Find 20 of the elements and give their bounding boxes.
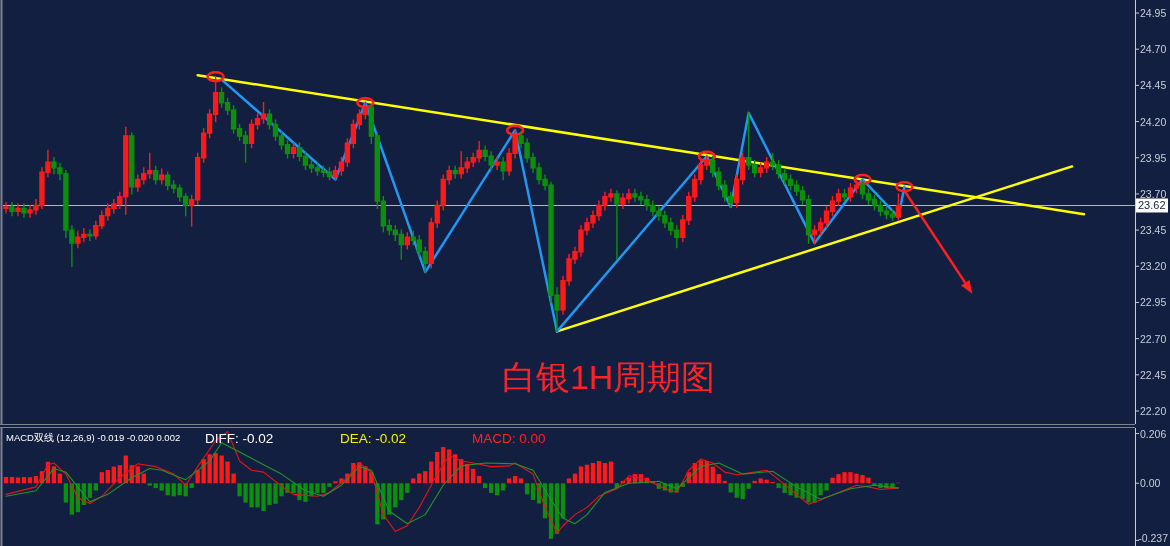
y-tick-label: 0.00 (1140, 477, 1161, 490)
annotation: DEA: -0.02 (340, 431, 407, 446)
y-tick-label: 22.20 (1140, 404, 1167, 417)
y-tick-label: 24.20 (1140, 115, 1167, 128)
y-tick-label: 22.95 (1140, 296, 1167, 309)
y-tick-label: 24.70 (1140, 43, 1167, 56)
y-tick-label: 22.70 (1140, 332, 1167, 345)
y-tick-label: 23.20 (1140, 260, 1167, 273)
y-tick-label: -0.237 (1138, 532, 1169, 544)
y-tick-label: 23.95 (1140, 151, 1167, 164)
y-tick-label: 24.95 (1140, 7, 1167, 20)
text: 白银1H周期图 (501, 358, 716, 397)
y-tick-label: 23.70 (1140, 187, 1167, 200)
ref-line-label: 23.62 (1138, 199, 1166, 212)
text: MACD双线 (12,26,9) -0.019 -0.020 0.002 (6, 432, 181, 443)
y-tick-label: 23.45 (1140, 224, 1167, 237)
y-tick-label: 24.45 (1140, 79, 1167, 92)
y-tick-label: 0.206 (1140, 428, 1167, 440)
annotation: MACD: 0.00 (472, 431, 546, 446)
y-tick-label: 22.45 (1140, 368, 1167, 381)
